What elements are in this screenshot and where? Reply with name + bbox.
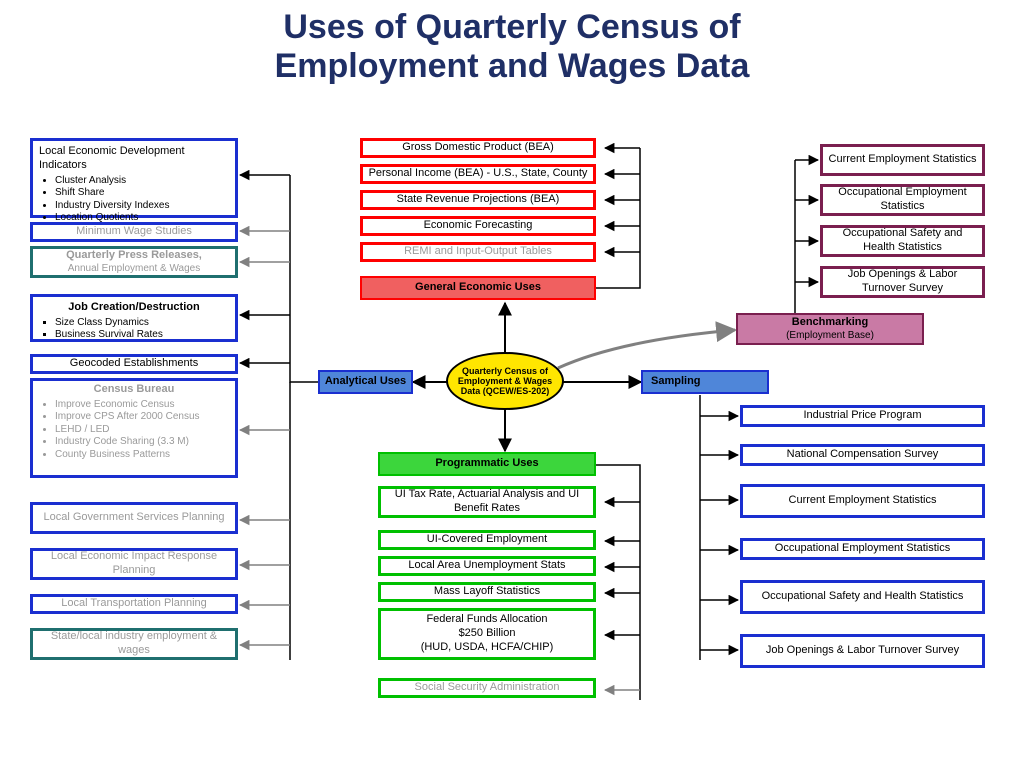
box-ipp: Industrial Price Program: [740, 405, 985, 427]
box-laus: Local Area Unemployment Stats: [378, 556, 596, 576]
box-ssa: Social Security Administration: [378, 678, 596, 698]
box-mass-layoff: Mass Layoff Statistics: [378, 582, 596, 602]
box-ltp: Local Transportation Planning: [30, 594, 238, 614]
box-jolts-pink: Job Openings & Labor Turnover Survey: [820, 266, 985, 298]
box-sliew: State/local industry employment & wages: [30, 628, 238, 660]
box-ces-blue: Current Employment Statistics: [740, 484, 985, 518]
box-ces-pink: Current Employment Statistics: [820, 144, 985, 176]
box-jobcd: Job Creation/Destruction Size Class Dyna…: [30, 294, 238, 342]
center-qcew: Quarterly Census of Employment & Wages D…: [446, 352, 564, 410]
page-title: Uses of Quarterly Census of Employment a…: [0, 0, 1024, 86]
box-min-wage: Minimum Wage Studies: [30, 222, 238, 242]
box-geo: Geocoded Establishments: [30, 354, 238, 374]
box-oes-blue: Occupational Employment Statistics: [740, 538, 985, 560]
box-ncs: National Compensation Survey: [740, 444, 985, 466]
box-press: Quarterly Press Releases, Annual Employm…: [30, 246, 238, 278]
box-ledi: Local Economic Development Indicators Cl…: [30, 138, 238, 218]
box-lgs: Local Government Services Planning: [30, 502, 238, 534]
box-state-rev: State Revenue Projections (BEA): [360, 190, 596, 210]
hub-sampling: Sampling: [641, 370, 769, 394]
box-leirp: Local Economic Impact Response Planning: [30, 548, 238, 580]
hub-analytical: Analytical Uses: [318, 370, 413, 394]
box-remi: REMI and Input-Output Tables: [360, 242, 596, 262]
hub-general: General Economic Uses: [360, 276, 596, 300]
box-personal-income: Personal Income (BEA) - U.S., State, Cou…: [360, 164, 596, 184]
box-econ-forecast: Economic Forecasting: [360, 216, 596, 236]
box-osh-blue: Occupational Safety and Health Statistic…: [740, 580, 985, 614]
box-ui-tax: UI Tax Rate, Actuarial Analysis and UI B…: [378, 486, 596, 518]
box-ui-covered: UI-Covered Employment: [378, 530, 596, 550]
box-oes-pink: Occupational Employment Statistics: [820, 184, 985, 216]
box-osh-pink: Occupational Safety and Health Statistic…: [820, 225, 985, 257]
hub-programmatic: Programmatic Uses: [378, 452, 596, 476]
box-jolts-blue: Job Openings & Labor Turnover Survey: [740, 634, 985, 668]
box-fed-funds: Federal Funds Allocation $250 Billion (H…: [378, 608, 596, 660]
box-census: Census Bureau Improve Economic Census Im…: [30, 378, 238, 478]
box-gdp: Gross Domestic Product (BEA): [360, 138, 596, 158]
hub-benchmarking: Benchmarking (Employment Base): [736, 313, 924, 345]
